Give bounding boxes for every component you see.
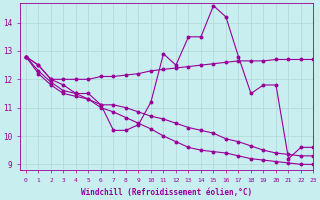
X-axis label: Windchill (Refroidissement éolien,°C): Windchill (Refroidissement éolien,°C) — [81, 188, 252, 197]
